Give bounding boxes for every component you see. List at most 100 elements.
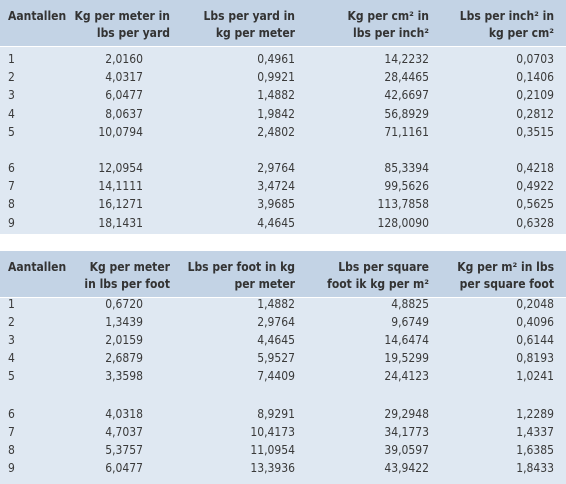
column-header-line: per meter — [234, 277, 295, 291]
column-header-line: kg per cm² — [488, 26, 554, 40]
table-cell: 0,0703 — [516, 52, 554, 66]
column-header-line: kg per meter — [215, 26, 295, 40]
table-cell: 7,4409 — [257, 369, 295, 383]
table-cell: 4,0317 — [105, 70, 143, 85]
table-cell: 0,9921 — [257, 70, 295, 85]
table-cell: 0,8193 — [516, 351, 554, 365]
table-cell: 0,2109 — [516, 88, 554, 103]
table-cell: 14,2232 — [384, 52, 429, 66]
table-cell: 5,9527 — [257, 351, 295, 365]
table-cell: 1,4882 — [257, 297, 295, 311]
column-header-line: Kg per meter — [89, 260, 170, 274]
row-number: 3 — [8, 88, 15, 103]
table-cell: 2,4802 — [257, 124, 295, 139]
table-cell: 11,0954 — [250, 443, 295, 457]
table-cell: 0,6328 — [516, 215, 554, 230]
row-number: 4 — [8, 351, 15, 365]
column-header-line: Kg per cm² in — [347, 9, 429, 23]
table-cell: 128,0090 — [377, 215, 430, 230]
column-header-line: Lbs per inch² in — [459, 9, 554, 23]
row-number: 8 — [8, 197, 15, 212]
column-header-line: in lbs per foot — [84, 277, 170, 291]
row-number: 7 — [8, 179, 15, 194]
table-cell: 1,9842 — [257, 106, 295, 121]
table-cell: 4,4645 — [257, 215, 295, 230]
table-cell: 0,5625 — [516, 197, 554, 212]
table-cell: 5,3757 — [105, 443, 143, 457]
row-number: 6 — [8, 407, 15, 421]
column-header-line: Kg per m² in lbs — [457, 260, 554, 274]
row-number: 9 — [8, 215, 15, 230]
conversion-table-2: Aantallen Kg per meter in lbs per foot Lbs … — [0, 251, 566, 484]
column-header-4: Lbs per inch² in kg per cm² — [440, 8, 554, 42]
table-cell: 1,0241 — [516, 369, 554, 383]
column-header-line: per square foot — [459, 277, 554, 291]
table-cell: 0,3515 — [516, 124, 554, 139]
table-cell: 10,4173 — [250, 425, 295, 439]
table-cell: 0,4096 — [516, 315, 554, 329]
column-header-line: Lbs per yard in — [203, 9, 295, 23]
table-cell: 6,0477 — [105, 461, 143, 475]
row-number: 9 — [8, 461, 15, 475]
table-cell: 99,5626 — [384, 179, 429, 194]
table-cell: 0,2812 — [516, 106, 554, 121]
table-cell: 14,1111 — [98, 179, 143, 194]
column-header-3: Lbs per square foot ik kg per m² — [300, 259, 429, 293]
table-cell: 19,5299 — [384, 351, 429, 365]
table-cell: 1,8433 — [516, 461, 554, 475]
table-cell: 85,3394 — [384, 161, 429, 175]
table-cell: 16,1271 — [98, 197, 143, 212]
table-cell: 13,3936 — [250, 461, 295, 475]
table-cell: 0,2048 — [516, 297, 554, 311]
table-cell: 71,1161 — [384, 124, 429, 139]
table-cell: 4,4645 — [257, 333, 295, 347]
row-number: 5 — [8, 124, 15, 139]
table-cell: 1,3439 — [105, 315, 143, 329]
table-cell: 4,8825 — [391, 297, 429, 311]
table-cell: 0,4218 — [516, 161, 554, 175]
conversion-table-1: Aantallen Kg per meter in lbs per yard Lbs … — [0, 0, 566, 234]
table-cell: 0,6720 — [105, 297, 143, 311]
table-cell: 29,2948 — [384, 407, 429, 421]
table-cell: 1,4337 — [516, 425, 554, 439]
table-cell: 0,4961 — [257, 52, 295, 66]
table-cell: 3,9685 — [257, 197, 295, 212]
table-cell: 14,6474 — [384, 333, 429, 347]
column-header-line: Lbs per foot in kg — [187, 260, 295, 274]
column-header-line: Lbs per square — [338, 260, 429, 274]
table-cell: 18,1431 — [98, 215, 143, 230]
column-header-0: Aantallen — [8, 259, 78, 276]
row-number: 8 — [8, 443, 15, 457]
column-header-1: Kg per meter in lbs per yard — [60, 8, 170, 42]
table-cell: 9,6749 — [391, 315, 429, 329]
column-header-line: foot ik kg per m² — [327, 277, 429, 291]
table-cell: 4,0318 — [105, 407, 143, 421]
column-header-line: lbs per inch² — [353, 26, 429, 40]
row-number: 1 — [8, 52, 15, 66]
column-header-line: Kg per meter in — [74, 9, 170, 23]
column-header-0: Aantallen — [8, 8, 78, 25]
table-cell: 1,6385 — [516, 443, 554, 457]
table-cell: 2,0160 — [105, 52, 143, 66]
column-header-2: Lbs per yard in kg per meter — [190, 8, 295, 42]
table-cell: 0,1406 — [516, 70, 554, 85]
table-cell: 8,9291 — [257, 407, 295, 421]
table-header — [0, 0, 566, 47]
row-number: 2 — [8, 315, 15, 329]
table-cell: 39,0597 — [384, 443, 429, 457]
table-header — [0, 251, 566, 298]
table-cell: 12,0954 — [98, 161, 143, 175]
table-cell: 0,6144 — [516, 333, 554, 347]
row-number: 4 — [8, 106, 15, 121]
table-cell: 24,4123 — [384, 369, 429, 383]
table-cell: 10,0794 — [98, 124, 143, 139]
table-cell: 2,0159 — [105, 333, 143, 347]
table-cell: 42,6697 — [384, 88, 429, 103]
table-cell: 8,0637 — [105, 106, 143, 121]
table-cell: 28,4465 — [384, 70, 429, 85]
table-cell: 43,9422 — [384, 461, 429, 475]
table-cell: 0,4922 — [516, 179, 554, 194]
table-cell: 2,6879 — [105, 351, 143, 365]
table-cell: 3,3598 — [105, 369, 143, 383]
row-number: 2 — [8, 70, 15, 85]
